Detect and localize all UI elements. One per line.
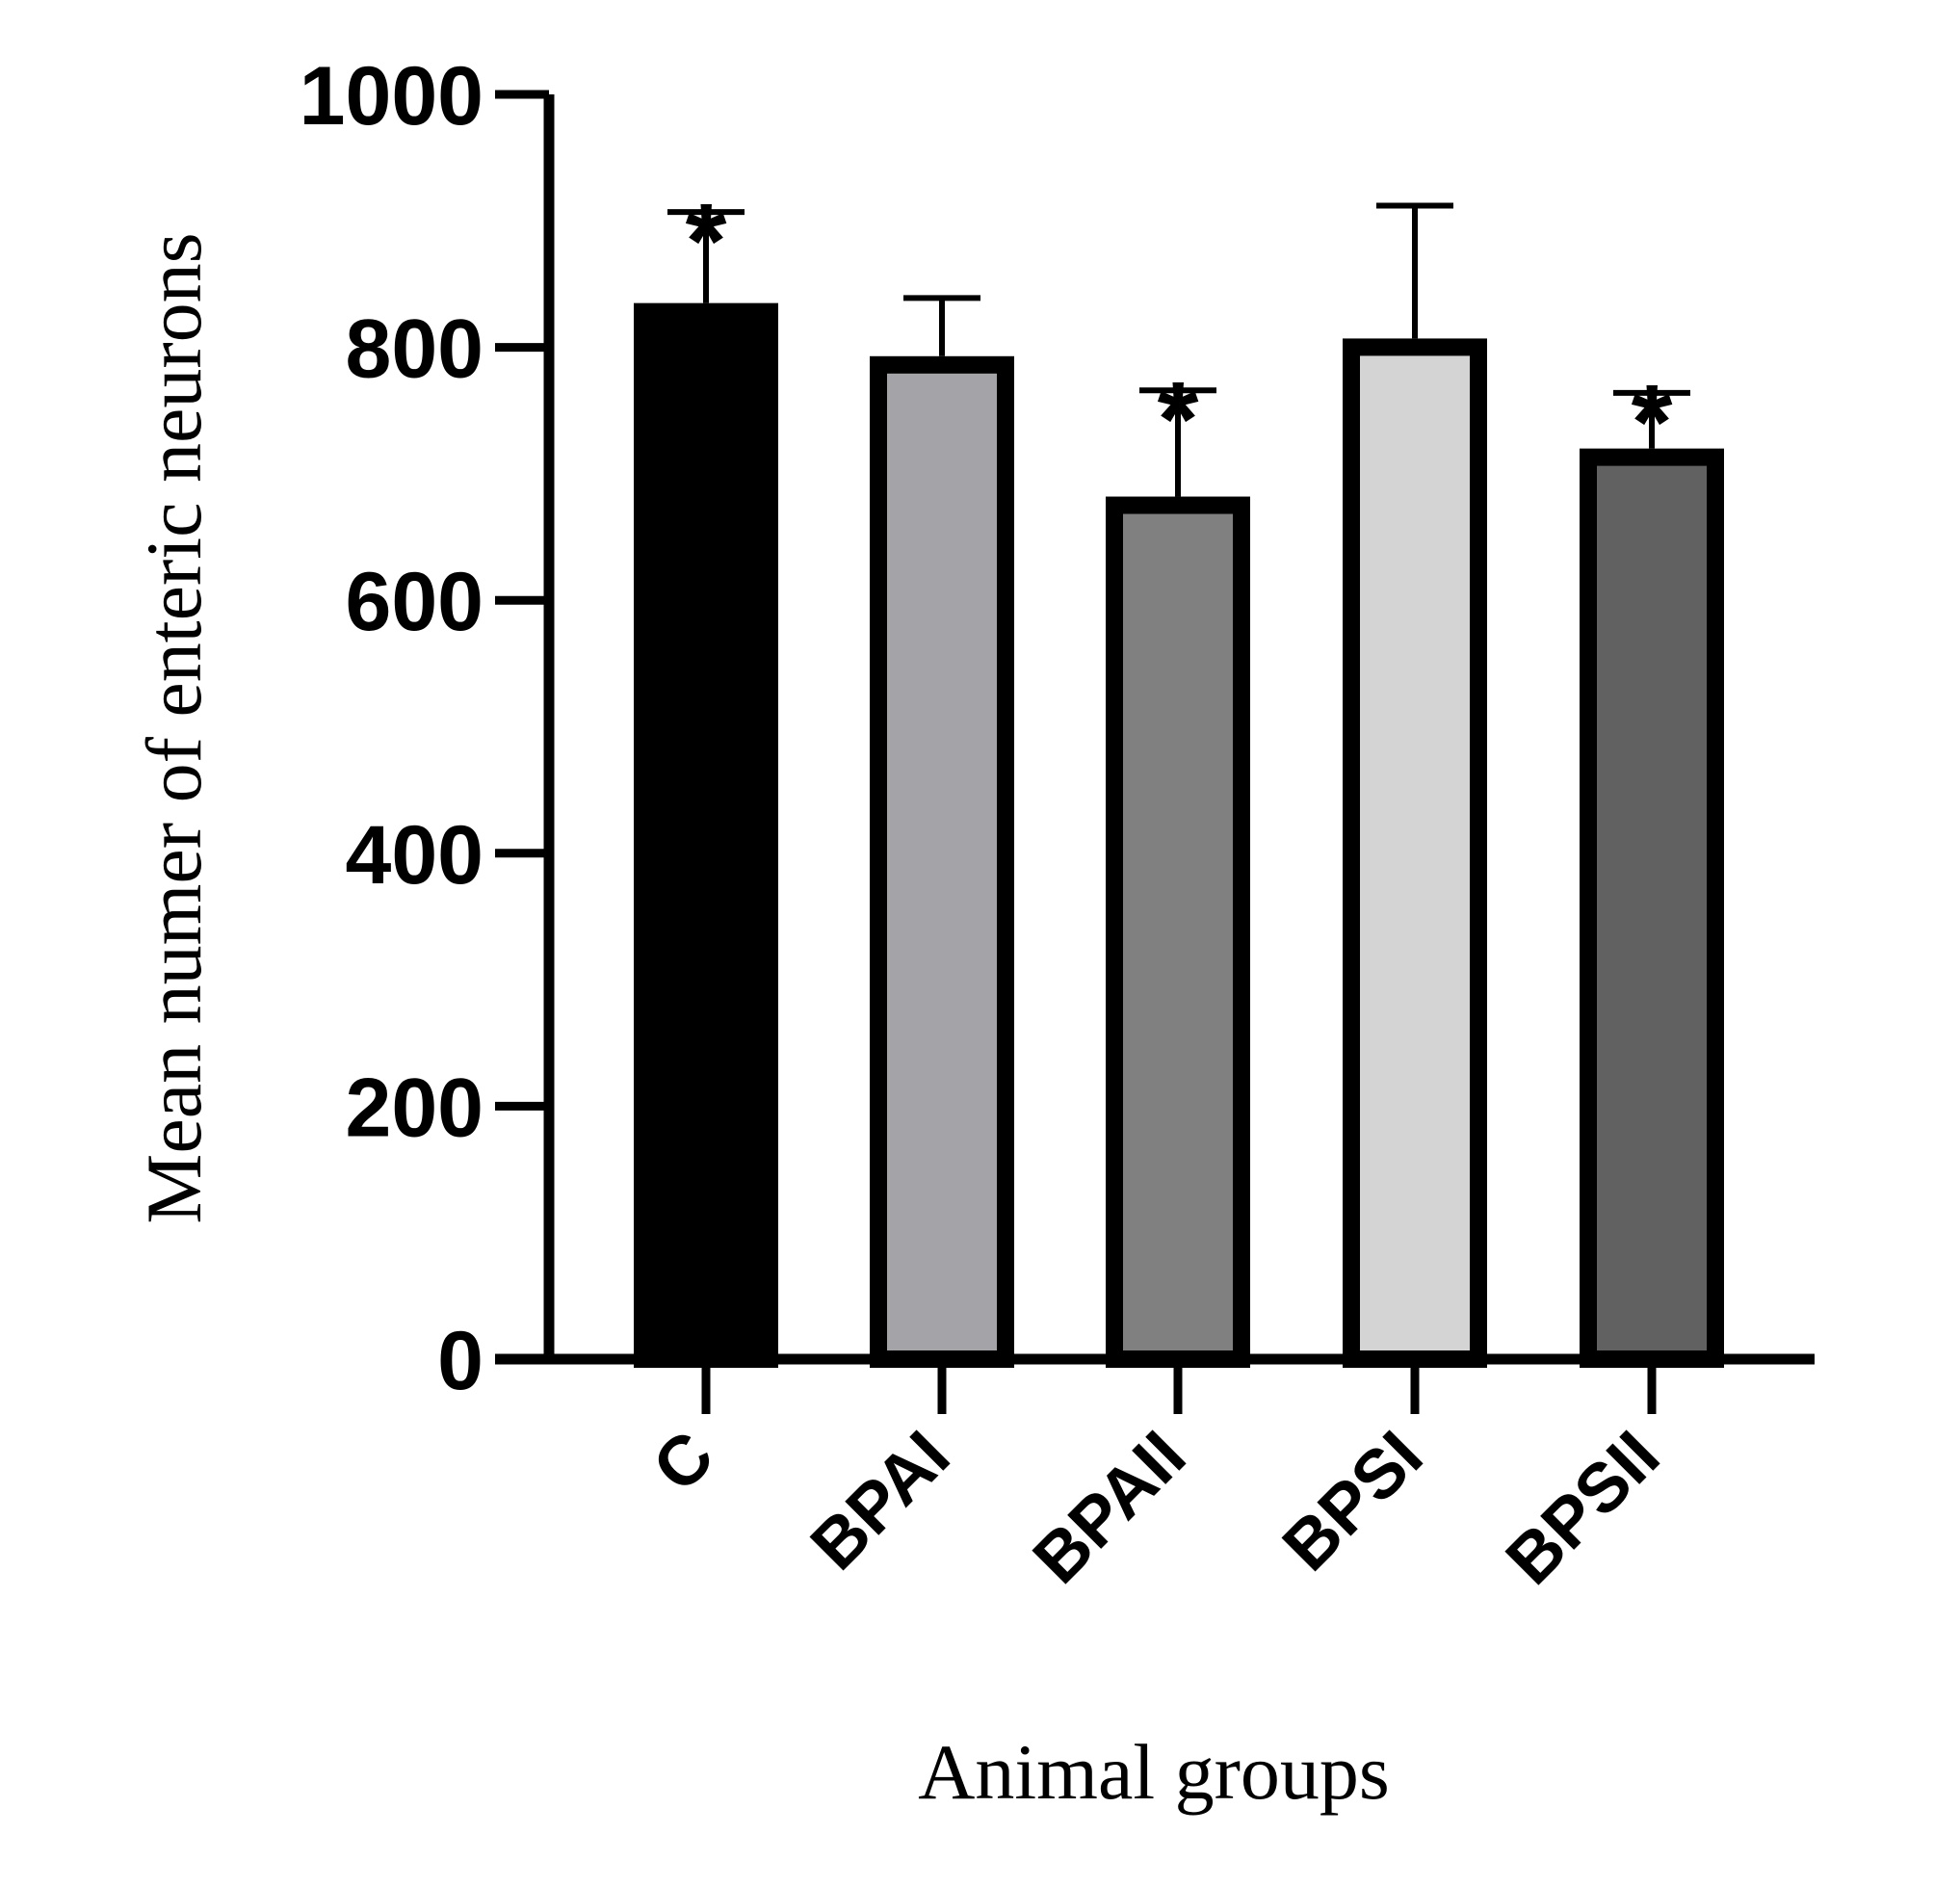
bar-c [634,302,778,1368]
y-tick-label-600: 600 [346,556,484,648]
bar-bpaii [1106,496,1250,1368]
y-tick-label-1000: 1000 [300,50,483,143]
axes-layer [495,94,1815,1365]
bar-bpsi [1343,338,1487,1368]
significance-star-c: * [686,182,727,301]
y-tick-label-200: 200 [346,1061,484,1154]
error-bars-layer [667,202,1690,497]
x-tick-label-bpaii: BPAII [1019,1417,1201,1599]
y-axis-title: Mean numer of enteric neurons [130,232,218,1223]
bar-bpai [870,355,1014,1368]
x-tick-label-bpsii: BPSII [1492,1417,1675,1600]
x-tick-label-bpai: BPAI [797,1417,964,1585]
significance-star-bpaii: * [1158,360,1199,479]
y-tick-label-400: 400 [346,809,484,902]
x-ticks-layer: C BPAI BPAII BPSI BPSII [639,1359,1674,1599]
y-tick-label-800: 800 [346,303,484,396]
x-axis-title: Animal groups [918,1728,1390,1816]
significance-star-bpsii: * [1632,363,1673,482]
y-ticks-layer: 0 200 400 600 800 1000 [300,50,549,1407]
significance-layer: * * * [686,182,1673,482]
bar-bpsii [1580,448,1724,1368]
x-tick-label-c: C [639,1417,728,1507]
x-tick-label-bpsi: BPSI [1268,1417,1437,1586]
y-tick-label-0: 0 [437,1315,483,1407]
bars-layer [634,302,1724,1368]
